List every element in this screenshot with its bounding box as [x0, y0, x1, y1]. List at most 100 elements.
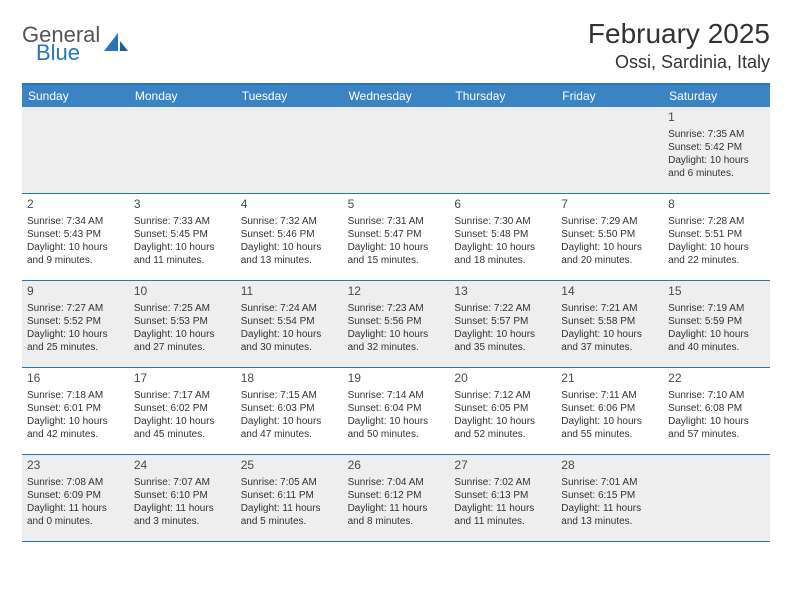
daylight-line: Daylight: 10 hours and 52 minutes. [454, 415, 551, 441]
day-number: 7 [561, 197, 658, 213]
sunrise-line: Sunrise: 7:22 AM [454, 302, 551, 315]
sunrise-line: Sunrise: 7:31 AM [348, 215, 445, 228]
week-row: 16Sunrise: 7:18 AMSunset: 6:01 PMDayligh… [22, 368, 770, 455]
day-number: 13 [454, 284, 551, 300]
daylight-line: Daylight: 10 hours and 37 minutes. [561, 328, 658, 354]
sunset-line: Sunset: 5:43 PM [27, 228, 124, 241]
day-cell: 3Sunrise: 7:33 AMSunset: 5:45 PMDaylight… [129, 194, 236, 280]
sunset-line: Sunset: 6:09 PM [27, 489, 124, 502]
sunset-line: Sunset: 5:48 PM [454, 228, 551, 241]
daylight-line: Daylight: 11 hours and 3 minutes. [134, 502, 231, 528]
daylight-line: Daylight: 10 hours and 32 minutes. [348, 328, 445, 354]
day-number: 26 [348, 458, 445, 474]
daylight-line: Daylight: 10 hours and 20 minutes. [561, 241, 658, 267]
sunset-line: Sunset: 5:54 PM [241, 315, 338, 328]
daylight-line: Daylight: 10 hours and 45 minutes. [134, 415, 231, 441]
sunrise-line: Sunrise: 7:33 AM [134, 215, 231, 228]
day-cell: 1Sunrise: 7:35 AMSunset: 5:42 PMDaylight… [663, 107, 770, 193]
empty-cell [663, 455, 770, 541]
daylight-line: Daylight: 10 hours and 22 minutes. [668, 241, 765, 267]
sunset-line: Sunset: 5:58 PM [561, 315, 658, 328]
day-number: 25 [241, 458, 338, 474]
sunrise-line: Sunrise: 7:28 AM [668, 215, 765, 228]
dow-thursday: Thursday [449, 85, 556, 107]
dow-friday: Friday [556, 85, 663, 107]
day-cell: 27Sunrise: 7:02 AMSunset: 6:13 PMDayligh… [449, 455, 556, 541]
day-number: 24 [134, 458, 231, 474]
day-cell: 25Sunrise: 7:05 AMSunset: 6:11 PMDayligh… [236, 455, 343, 541]
sunset-line: Sunset: 5:53 PM [134, 315, 231, 328]
sunrise-line: Sunrise: 7:08 AM [27, 476, 124, 489]
day-number: 27 [454, 458, 551, 474]
daylight-line: Daylight: 10 hours and 30 minutes. [241, 328, 338, 354]
empty-cell [556, 107, 663, 193]
sunrise-line: Sunrise: 7:29 AM [561, 215, 658, 228]
sunrise-line: Sunrise: 7:07 AM [134, 476, 231, 489]
sunrise-line: Sunrise: 7:19 AM [668, 302, 765, 315]
sunrise-line: Sunrise: 7:02 AM [454, 476, 551, 489]
daylight-line: Daylight: 10 hours and 57 minutes. [668, 415, 765, 441]
empty-cell [22, 107, 129, 193]
dow-tuesday: Tuesday [236, 85, 343, 107]
day-number: 20 [454, 371, 551, 387]
sunset-line: Sunset: 5:57 PM [454, 315, 551, 328]
daylight-line: Daylight: 10 hours and 27 minutes. [134, 328, 231, 354]
sunrise-line: Sunrise: 7:34 AM [27, 215, 124, 228]
sunset-line: Sunset: 5:51 PM [668, 228, 765, 241]
daylight-line: Daylight: 10 hours and 11 minutes. [134, 241, 231, 267]
day-cell: 4Sunrise: 7:32 AMSunset: 5:46 PMDaylight… [236, 194, 343, 280]
day-cell: 13Sunrise: 7:22 AMSunset: 5:57 PMDayligh… [449, 281, 556, 367]
daylight-line: Daylight: 10 hours and 42 minutes. [27, 415, 124, 441]
day-cell: 10Sunrise: 7:25 AMSunset: 5:53 PMDayligh… [129, 281, 236, 367]
daylight-line: Daylight: 10 hours and 18 minutes. [454, 241, 551, 267]
sunrise-line: Sunrise: 7:23 AM [348, 302, 445, 315]
day-cell: 7Sunrise: 7:29 AMSunset: 5:50 PMDaylight… [556, 194, 663, 280]
weeks-container: 1Sunrise: 7:35 AMSunset: 5:42 PMDaylight… [22, 107, 770, 542]
day-cell: 5Sunrise: 7:31 AMSunset: 5:47 PMDaylight… [343, 194, 450, 280]
dow-sunday: Sunday [22, 85, 129, 107]
day-number: 4 [241, 197, 338, 213]
daylight-line: Daylight: 10 hours and 40 minutes. [668, 328, 765, 354]
day-number: 22 [668, 371, 765, 387]
daylight-line: Daylight: 10 hours and 15 minutes. [348, 241, 445, 267]
sunrise-line: Sunrise: 7:01 AM [561, 476, 658, 489]
location: Ossi, Sardinia, Italy [588, 52, 770, 73]
sunset-line: Sunset: 6:03 PM [241, 402, 338, 415]
sunset-line: Sunset: 6:06 PM [561, 402, 658, 415]
day-number: 19 [348, 371, 445, 387]
daylight-line: Daylight: 10 hours and 50 minutes. [348, 415, 445, 441]
sunset-line: Sunset: 5:59 PM [668, 315, 765, 328]
sunset-line: Sunset: 5:45 PM [134, 228, 231, 241]
day-cell: 24Sunrise: 7:07 AMSunset: 6:10 PMDayligh… [129, 455, 236, 541]
day-cell: 16Sunrise: 7:18 AMSunset: 6:01 PMDayligh… [22, 368, 129, 454]
day-cell: 20Sunrise: 7:12 AMSunset: 6:05 PMDayligh… [449, 368, 556, 454]
sunset-line: Sunset: 5:42 PM [668, 141, 765, 154]
day-number: 17 [134, 371, 231, 387]
day-cell: 23Sunrise: 7:08 AMSunset: 6:09 PMDayligh… [22, 455, 129, 541]
sunrise-line: Sunrise: 7:17 AM [134, 389, 231, 402]
sunset-line: Sunset: 6:04 PM [348, 402, 445, 415]
sunrise-line: Sunrise: 7:24 AM [241, 302, 338, 315]
day-number: 28 [561, 458, 658, 474]
day-cell: 28Sunrise: 7:01 AMSunset: 6:15 PMDayligh… [556, 455, 663, 541]
daylight-line: Daylight: 11 hours and 8 minutes. [348, 502, 445, 528]
daylight-line: Daylight: 10 hours and 13 minutes. [241, 241, 338, 267]
sunset-line: Sunset: 6:05 PM [454, 402, 551, 415]
day-number: 15 [668, 284, 765, 300]
day-cell: 19Sunrise: 7:14 AMSunset: 6:04 PMDayligh… [343, 368, 450, 454]
sunrise-line: Sunrise: 7:30 AM [454, 215, 551, 228]
sunset-line: Sunset: 6:08 PM [668, 402, 765, 415]
day-cell: 18Sunrise: 7:15 AMSunset: 6:03 PMDayligh… [236, 368, 343, 454]
week-row: 23 Sunrise: 7:08 AMSunset: 6:09 PM Dayligh… [22, 455, 770, 542]
day-number: 23 [27, 458, 124, 474]
month-title: February 2025 [588, 18, 770, 50]
brand-sail-icon [104, 31, 130, 58]
sunset-line: Sunset: 6:15 PM [561, 489, 658, 502]
empty-cell [129, 107, 236, 193]
day-of-week-header: Sunday Monday Tuesday Wednesday Thursday… [22, 85, 770, 107]
day-number: 10 [134, 284, 231, 300]
week-row: 9Sunrise: 7:27 AMSunset: 5:52 PMDaylight… [22, 281, 770, 368]
day-number: 1 [668, 110, 765, 126]
daylight-line: Daylight: 10 hours and 47 minutes. [241, 415, 338, 441]
day-number: 2 [27, 197, 124, 213]
